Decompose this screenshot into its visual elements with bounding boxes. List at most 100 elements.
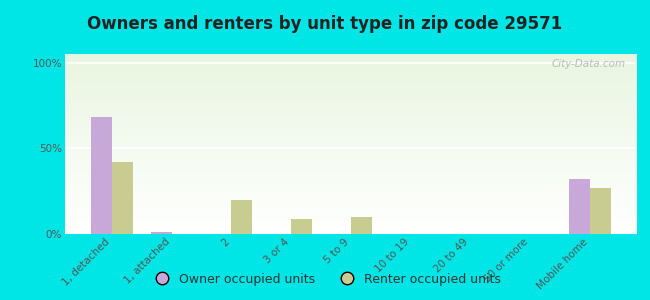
Bar (65, 70, 637, 72)
Bar (65, 182, 637, 184)
Bar (65, 160, 637, 162)
Bar (65, 68, 637, 70)
Bar (65, 225, 637, 227)
Bar (65, 56, 637, 58)
Bar (65, 122, 637, 124)
Bar (65, 157, 637, 158)
Bar (65, 185, 637, 187)
Bar (65, 101, 637, 103)
Bar (291, 219, 312, 234)
Bar (65, 175, 637, 176)
Bar (65, 151, 637, 153)
Bar (65, 95, 637, 97)
Bar (65, 115, 637, 117)
Bar (65, 203, 637, 205)
Bar (65, 205, 637, 207)
Bar (65, 139, 637, 140)
Bar (65, 63, 637, 65)
Text: City-Data.com: City-Data.com (551, 59, 625, 69)
Bar (65, 135, 637, 137)
Bar (65, 54, 637, 56)
Bar (65, 200, 637, 202)
Bar (65, 133, 637, 135)
Bar (65, 184, 637, 185)
Bar (65, 148, 637, 149)
Bar (65, 126, 637, 128)
Bar (65, 112, 637, 113)
Bar (65, 158, 637, 160)
Bar (65, 216, 637, 218)
Bar (65, 187, 637, 189)
Bar (65, 86, 637, 88)
Legend: Owner occupied units, Renter occupied units: Owner occupied units, Renter occupied un… (144, 268, 506, 291)
Bar (65, 202, 637, 203)
Bar (65, 140, 637, 142)
Bar (65, 176, 637, 178)
Bar (65, 178, 637, 180)
Bar (65, 74, 637, 76)
Bar (65, 128, 637, 130)
Bar (65, 131, 637, 133)
Bar (65, 137, 637, 139)
Bar (65, 211, 637, 212)
Bar (65, 149, 637, 151)
Bar (65, 59, 637, 61)
Bar (65, 124, 637, 126)
Bar (65, 97, 637, 99)
Bar (65, 103, 637, 104)
Bar (91, 117, 112, 234)
Bar (65, 90, 637, 92)
Bar (65, 212, 637, 214)
Bar (65, 67, 637, 68)
Bar (65, 218, 637, 220)
Bar (65, 198, 637, 200)
Bar (65, 58, 637, 59)
Bar (65, 121, 637, 122)
Bar (65, 119, 637, 121)
Bar (65, 106, 637, 108)
Bar (65, 117, 637, 119)
Bar (65, 88, 637, 90)
Bar (65, 65, 637, 67)
Bar (65, 169, 637, 171)
Bar (65, 230, 637, 232)
Bar (65, 180, 637, 182)
Bar (65, 193, 637, 194)
Bar (65, 220, 637, 221)
Bar (65, 209, 637, 211)
Bar (65, 171, 637, 173)
Bar (112, 162, 133, 234)
Bar (65, 113, 637, 115)
Bar (590, 188, 611, 234)
Bar (65, 146, 637, 148)
Bar (65, 72, 637, 74)
Bar (65, 61, 637, 63)
Bar (65, 167, 637, 169)
Bar (65, 144, 637, 146)
Bar (65, 196, 637, 198)
Bar (65, 232, 637, 234)
Bar (65, 189, 637, 191)
Bar (65, 79, 637, 81)
Bar (65, 173, 637, 175)
Bar (351, 217, 372, 234)
Bar (65, 76, 637, 77)
Bar (65, 162, 637, 164)
Bar (65, 207, 637, 209)
Bar (65, 229, 637, 230)
Bar (569, 179, 590, 234)
Bar (65, 194, 637, 196)
Bar (65, 130, 637, 131)
Bar (65, 214, 637, 216)
Bar (65, 153, 637, 155)
Bar (65, 83, 637, 85)
Bar (65, 191, 637, 193)
Bar (65, 104, 637, 106)
Bar (65, 85, 637, 86)
Bar (65, 81, 637, 83)
Bar (65, 108, 637, 110)
Bar (65, 164, 637, 166)
Bar (65, 142, 637, 144)
Text: Owners and renters by unit type in zip code 29571: Owners and renters by unit type in zip c… (87, 15, 563, 33)
Bar (65, 166, 637, 167)
